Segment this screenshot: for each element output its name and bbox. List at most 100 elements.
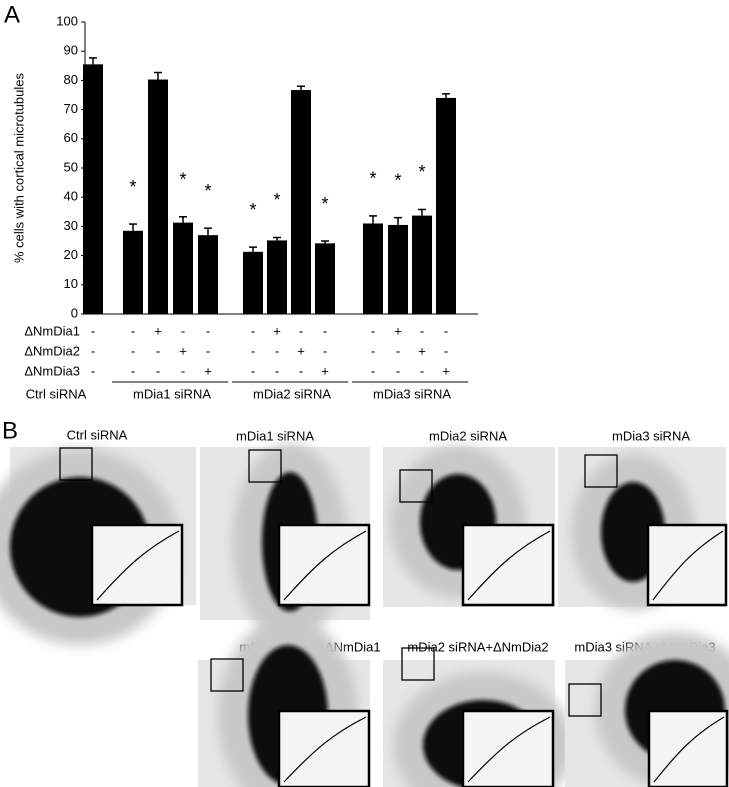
treatment-mark: + [179,343,187,358]
significance-label: * [249,200,256,220]
roi-box [399,469,433,503]
treatment-mark: - [371,343,375,358]
error-bar [394,216,402,225]
treatment-mark: - [251,363,255,378]
treatment-mark: + [394,323,402,338]
treatment-mark: - [275,343,279,358]
significance-label: * [179,170,186,190]
treatment-mark: - [206,323,210,338]
treatment-mark: - [323,323,327,338]
significance-label: * [129,177,136,197]
treatment-mark: - [323,343,327,358]
roi-box [248,449,282,483]
treatment-mark: - [156,363,160,378]
panel-label: A [4,1,20,28]
significance-label: * [273,190,280,210]
y-tick-label: 60 [64,130,78,145]
roi-box [568,683,602,717]
image-title: mDia2 siRNA+ΔNmDia2 [407,639,548,654]
error-bar [442,93,450,98]
bar [436,97,456,314]
treatment-mark: - [420,363,424,378]
y-tick-label: 80 [64,72,78,87]
treatment-mark: - [131,323,135,338]
significance-label: * [394,170,401,190]
cell-edge [283,716,367,783]
micrograph [200,444,371,640]
inset [277,709,371,787]
significance-label: * [369,169,376,189]
treatment-mark: + [321,363,329,378]
cell-edge [467,530,551,601]
micrograph [565,632,729,787]
bar [291,90,311,314]
cell-edge [652,530,724,601]
treatment-mark: - [251,323,255,338]
treatment-mark: - [156,343,160,358]
row-label: ΔNmDia1 [24,323,80,338]
treatment-mark: - [206,343,210,358]
row-label: ΔNmDia2 [24,343,80,358]
y-tick-label: 20 [64,247,78,262]
treatment-mark: + [154,323,162,338]
bar [243,251,263,314]
treatment-mark: + [273,323,281,338]
treatment-mark: - [299,323,303,338]
image-title: mDia1 siRNA [236,428,314,443]
error-bar [89,57,97,65]
error-bar [249,246,257,252]
treatment-mark: - [275,363,279,378]
y-tick-label: 90 [64,43,78,58]
roi-box [401,647,435,681]
bar [123,230,143,314]
group-label: mDia2 siRNA [253,386,331,401]
error-bar [321,240,329,244]
error-bar [154,71,162,80]
error-bar [129,223,137,231]
treatment-mark: + [442,363,450,378]
treatment-mark: + [297,343,305,358]
image-title: mDia3 siRNA [612,428,690,443]
y-tick-label: 30 [64,218,78,233]
treatment-mark: - [181,323,185,338]
error-bar [297,85,305,91]
micrograph [198,617,371,787]
treatment-mark: - [396,343,400,358]
treatment-mark: + [418,343,426,358]
cell-edge [653,716,725,783]
treatment-mark: - [91,363,95,378]
bar [173,222,193,314]
micrograph [0,447,196,645]
bar [83,64,103,314]
treatment-mark: - [131,343,135,358]
group-label: mDia3 siRNA [373,386,451,401]
treatment-mark: - [181,363,185,378]
y-tick-label: 0 [71,305,78,320]
treatment-mark: - [299,363,303,378]
treatment-mark: - [91,343,95,358]
treatment-mark: - [444,323,448,338]
image-title: Ctrl siRNA [67,427,128,442]
significance-label: * [321,194,328,214]
y-tick-label: 70 [64,101,78,116]
roi-box [584,454,618,488]
error-bar [273,236,281,241]
row-label: ΔNmDia3 [24,363,80,378]
cell-edge [467,716,551,783]
panel-label: B [2,417,18,444]
error-bar [179,216,187,223]
treatment-mark: - [371,323,375,338]
treatment-mark: - [420,323,424,338]
y-tick-label: 100 [56,13,78,28]
bar [267,240,287,314]
y-tick-label: 10 [64,276,78,291]
treatment-mark: - [91,323,95,338]
bar [388,224,408,314]
micrograph [383,446,555,607]
roi-box [210,658,244,692]
image-title: mDia2 siRNA [429,428,507,443]
error-bar [369,215,377,224]
treatment-mark: + [204,363,212,378]
y-axis-label: % cells with cortical microtubules [11,73,26,264]
